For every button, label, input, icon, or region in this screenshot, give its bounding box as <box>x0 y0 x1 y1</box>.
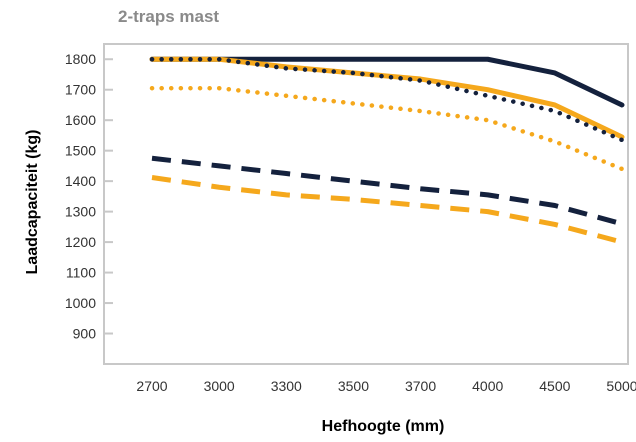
plot-frame <box>103 43 629 365</box>
chart-title: 2-traps mast <box>118 7 220 26</box>
y-tick-label: 1300 <box>65 204 96 220</box>
series-line <box>151 175 623 245</box>
x-tick-label: 3700 <box>405 378 436 394</box>
x-tick-label: 3300 <box>271 378 302 394</box>
x-tick-label: 3500 <box>338 378 369 394</box>
x-tick-label: 3000 <box>204 378 235 394</box>
x-tick-label: 5000 <box>606 378 636 394</box>
x-tick-label: 2700 <box>136 378 167 394</box>
series-line <box>149 56 625 108</box>
y-tick-label: 1800 <box>65 51 96 67</box>
x-tick-label: 4000 <box>472 378 503 394</box>
x-axis-title: Hefhoogte (mm) <box>321 418 445 435</box>
y-tick-label: 1700 <box>65 82 96 98</box>
y-tick-label: 1600 <box>65 112 96 128</box>
y-tick-label: 900 <box>73 326 97 342</box>
x-tick-label: 4500 <box>539 378 570 394</box>
y-tick-label: 1500 <box>65 143 96 159</box>
series-line <box>149 56 625 143</box>
y-tick-label: 1400 <box>65 173 96 189</box>
y-tick-label: 1200 <box>65 234 96 250</box>
y-tick-label: 1100 <box>66 265 96 281</box>
series-line <box>151 155 623 227</box>
series-line <box>149 85 625 172</box>
y-tick-label: 1000 <box>65 295 96 311</box>
